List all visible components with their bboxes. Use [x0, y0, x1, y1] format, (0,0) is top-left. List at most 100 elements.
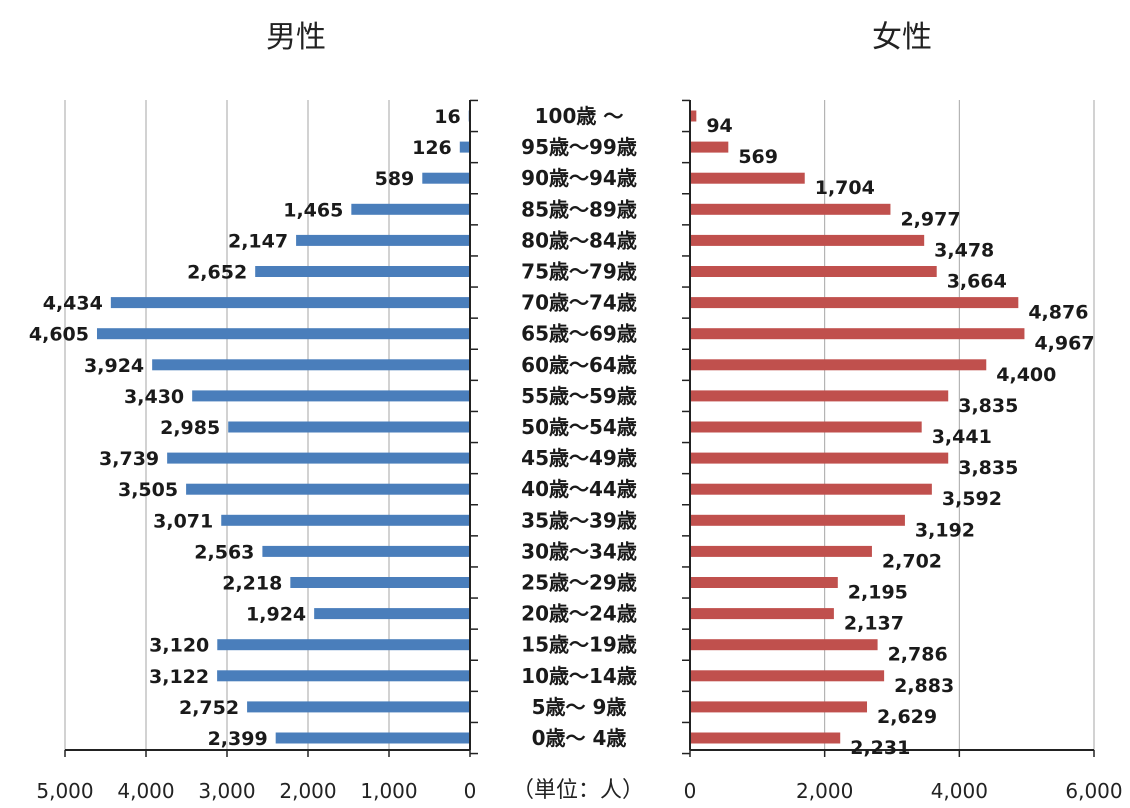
female-bar — [690, 701, 868, 713]
age-category-label: 90歳〜94歳 — [521, 166, 637, 190]
female-value-label: 569 — [738, 146, 778, 168]
axes — [64, 99, 1095, 757]
male-bar — [351, 203, 470, 215]
age-category-label: 65歳〜69歳 — [521, 322, 637, 346]
female-bar — [690, 577, 838, 588]
female-value-label: 3,478 — [934, 239, 994, 261]
male-value-label: 2,985 — [160, 417, 220, 439]
male-x-tick-label: 3,000 — [198, 779, 255, 803]
age-category-label: 30歳〜34歳 — [521, 539, 637, 563]
male-value-label: 2,752 — [179, 697, 239, 719]
female-value-label: 1,704 — [815, 177, 875, 199]
age-category-label: 60歳〜64歳 — [521, 353, 637, 377]
male-value-label: 3,430 — [124, 386, 184, 408]
female-value-label: 3,592 — [942, 488, 1002, 510]
male-value-label: 3,122 — [149, 666, 209, 688]
female-bar — [690, 639, 878, 651]
female-x-tick-label: 2,000 — [796, 779, 853, 803]
female-bar — [690, 608, 834, 620]
age-category-label: 80歳〜84歳 — [521, 228, 637, 252]
male-bar — [217, 639, 470, 651]
female-bar — [690, 234, 925, 246]
age-category-label: 50歳〜54歳 — [521, 415, 637, 439]
male-bar — [296, 234, 470, 246]
age-category-label: 95歳〜99歳 — [521, 135, 637, 159]
labels: 5,000 4,000 3,000 2,000 1,000 0 0 2,000 4,000 6,0… — [29, 104, 1123, 803]
female-value-label: 2,702 — [882, 550, 942, 572]
female-x-tick-label: 6,000 — [1065, 779, 1122, 803]
female-bar — [690, 670, 885, 682]
female-bar — [690, 110, 697, 122]
male-value-label: 2,399 — [208, 728, 268, 750]
male-panel-title: 男性 — [266, 20, 326, 55]
female-bar — [690, 390, 949, 402]
female-value-label: 4,400 — [996, 364, 1056, 386]
female-bar — [690, 421, 922, 433]
male-bar — [192, 390, 471, 402]
male-bar — [275, 732, 470, 744]
female-bar — [690, 359, 987, 371]
female-bar — [690, 141, 729, 153]
age-category-label: 55歳〜59歳 — [521, 384, 637, 408]
male-x-tick-label: 0 — [464, 779, 477, 803]
male-value-label: 4,605 — [29, 324, 89, 346]
female-panel-title: 女性 — [872, 20, 932, 55]
male-x-tick-label: 5,000 — [36, 779, 93, 803]
female-value-label: 3,192 — [915, 519, 975, 541]
female-x-tick-label: 4,000 — [931, 779, 988, 803]
female-bar — [690, 732, 841, 744]
female-value-label: 4,967 — [1034, 333, 1094, 355]
male-bar — [255, 266, 470, 277]
female-value-label: 2,629 — [877, 706, 937, 728]
female-x-tick-label: 0 — [684, 779, 697, 803]
male-value-label: 3,739 — [99, 448, 159, 470]
female-bar — [690, 452, 949, 464]
male-bar — [186, 483, 470, 495]
male-bar — [314, 608, 470, 620]
age-category-label: 40歳〜44歳 — [521, 477, 637, 501]
male-value-label: 3,120 — [149, 635, 209, 657]
male-value-label: 16 — [434, 106, 460, 128]
male-value-label: 3,924 — [84, 355, 144, 377]
male-x-tick-label: 2,000 — [279, 779, 336, 803]
male-value-label: 3,505 — [118, 479, 178, 501]
female-value-label: 3,835 — [958, 457, 1018, 479]
male-bar — [217, 670, 470, 682]
age-category-label: 85歳〜89歳 — [521, 197, 637, 221]
male-x-tick-label: 1,000 — [360, 779, 417, 803]
male-bar — [152, 359, 470, 371]
female-bar — [690, 514, 905, 526]
female-bar — [690, 545, 872, 557]
male-value-label: 3,071 — [153, 510, 213, 532]
male-bar — [221, 514, 470, 526]
male-bar — [290, 577, 470, 588]
age-category-label: 70歳〜74歳 — [521, 291, 637, 315]
male-value-label: 1,924 — [246, 604, 306, 626]
male-value-label: 126 — [412, 137, 452, 159]
female-value-label: 3,835 — [958, 395, 1018, 417]
bars — [96, 110, 1025, 744]
age-category-label: 15歳〜19歳 — [521, 633, 637, 657]
male-bar — [422, 172, 470, 184]
female-bar — [690, 483, 932, 495]
male-value-label: 1,465 — [283, 199, 343, 221]
female-value-label: 2,137 — [844, 613, 904, 635]
male-value-label: 2,147 — [228, 230, 288, 252]
age-category-label: 25歳〜29歳 — [521, 571, 637, 595]
female-value-label: 94 — [706, 115, 732, 137]
female-bar — [690, 203, 891, 215]
female-value-label: 2,195 — [848, 582, 908, 604]
female-bar — [690, 172, 805, 184]
age-category-label: 100歳 〜 — [535, 104, 624, 128]
female-value-label: 2,883 — [894, 675, 954, 697]
male-value-label: 2,218 — [222, 573, 282, 595]
age-category-label: 35歳〜39歳 — [521, 508, 637, 532]
female-value-label: 3,664 — [947, 271, 1007, 293]
male-bar — [228, 421, 470, 433]
male-value-label: 4,434 — [43, 293, 103, 315]
age-category-label: 45歳〜49歳 — [521, 446, 637, 470]
male-bar — [459, 141, 470, 153]
age-category-label: 5歳〜 9歳 — [532, 695, 627, 719]
unit-label: （単位：人） — [512, 778, 644, 803]
